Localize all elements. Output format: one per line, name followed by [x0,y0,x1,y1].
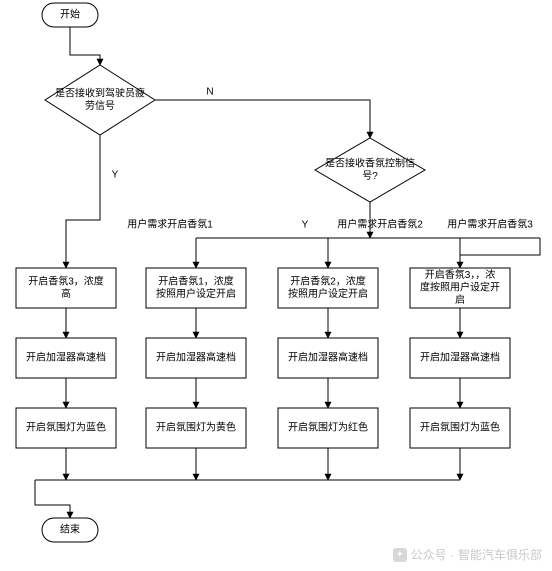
edge-label-d1_N: N [206,87,213,98]
edge-d1_Y_p01 [66,135,100,268]
wechat-icon: ✦ [393,548,407,562]
edge-bar_c3r [460,238,540,255]
svg-text:启: 启 [455,293,465,306]
edge-merge_end [35,480,70,518]
watermark: ✦ 公众号 · 智能汽车俱乐部 [393,546,542,563]
edge-label-d2_Y: Y [302,220,309,231]
edge-start_d1 [70,27,100,65]
process-p03-label: 开启氛围灯为蓝色 [26,421,106,434]
svg-text:度按照用户设定开: 度按照用户设定开 [420,281,500,294]
svg-text:开始: 开始 [60,8,80,21]
process-p13-label: 开启氛围灯为黄色 [156,421,236,434]
svg-text:开启香氛2，浓度: 开启香氛2，浓度 [290,274,366,287]
svg-text:开启加湿器高速档: 开启加湿器高速档 [420,351,500,364]
watermark-name: 智能汽车俱乐部 [458,546,542,563]
svg-text:开启香氛3，，浓: 开启香氛3，，浓 [425,268,496,281]
end-terminator-label: 结束 [60,523,80,536]
process-p23-label: 开启氛围灯为红色 [288,421,368,434]
svg-text:开启氛围灯为蓝色: 开启氛围灯为蓝色 [26,421,106,434]
svg-text:号?: 号? [362,170,378,182]
edge-d1_N_d2 [155,100,370,138]
process-p33-label: 开启氛围灯为蓝色 [420,421,500,434]
process-p22-label: 开启加湿器高速档 [288,351,368,364]
flowchart: 开始结束 是否接收到驾驶员疲劳信号是否接收香氛控制信号? 开启香氛3，浓度高开启加湿… [0,0,552,571]
start-terminator-label: 开始 [60,8,80,21]
process-p02-label: 开启加湿器高速档 [26,351,106,364]
svg-text:是否接收香氛控制信: 是否接收香氛控制信 [325,156,415,169]
svg-text:开启氛围灯为蓝色: 开启氛围灯为蓝色 [420,421,500,434]
edge-label-b2: 用户需求开启香氛2 [337,218,423,231]
svg-text:是否接收到驾驶员疲: 是否接收到驾驶员疲 [55,86,145,99]
svg-text:结束: 结束 [60,523,80,536]
process-p21-label: 开启香氛2，浓度按照用户设定开启 [288,274,368,300]
svg-text:开启加湿器高速档: 开启加湿器高速档 [26,351,106,364]
svg-text:开启氛围灯为黄色: 开启氛围灯为黄色 [156,421,236,434]
edge-label-b3: 用户需求开启香氛3 [447,218,533,231]
svg-text:按照用户设定开启: 按照用户设定开启 [156,287,236,300]
svg-text:开启加湿器高速档: 开启加湿器高速档 [156,351,236,364]
svg-text:劳信号: 劳信号 [85,99,115,112]
svg-text:开启氛围灯为红色: 开启氛围灯为红色 [288,421,368,434]
process-p32-label: 开启加湿器高速档 [420,351,500,364]
edge-label-b1: 用户需求开启香氛1 [127,218,213,231]
svg-text:高: 高 [61,287,71,300]
edge-label-d1_Y: Y [112,170,119,181]
svg-text:开启加湿器高速档: 开启加湿器高速档 [288,351,368,364]
process-p11-label: 开启香氛1，浓度按照用户设定开启 [156,274,236,300]
watermark-prefix: 公众号 · [411,546,454,563]
process-p12-label: 开启加湿器高速档 [156,351,236,364]
svg-text:开启香氛1，浓度: 开启香氛1，浓度 [158,274,234,287]
svg-text:按照用户设定开启: 按照用户设定开启 [288,287,368,300]
svg-text:开启香氛3，浓度: 开启香氛3，浓度 [28,274,104,287]
